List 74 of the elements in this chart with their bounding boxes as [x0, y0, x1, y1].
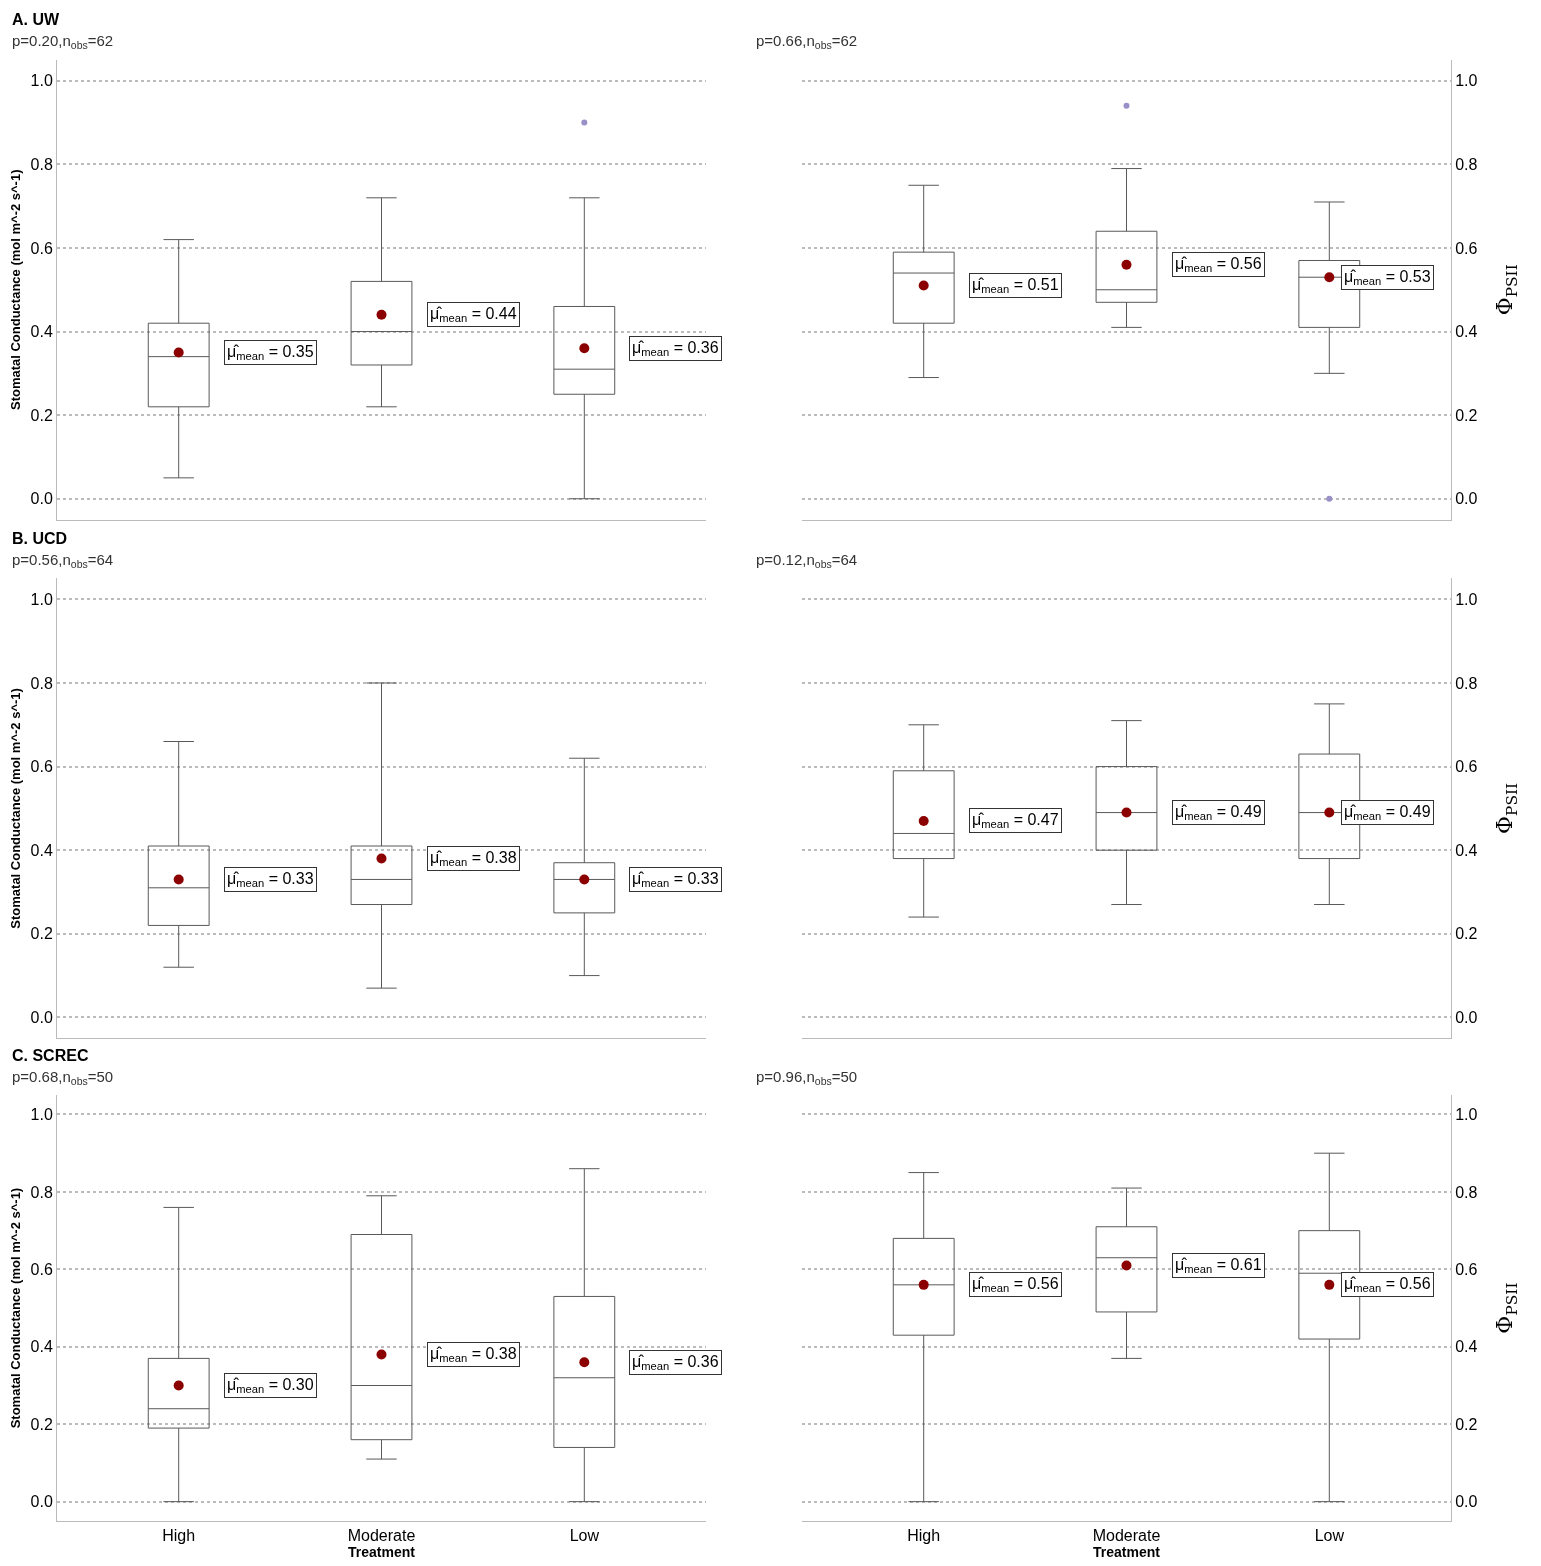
- annotation: μ̂$_{mean}$ = 0.30: [227, 1376, 314, 1396]
- chart-title: A. UW: [12, 11, 60, 28]
- x-tick-label: Moderate: [1092, 1527, 1161, 1545]
- y-tick-label: 0.6: [30, 758, 53, 776]
- y-tick-label: 1.0: [30, 1106, 53, 1124]
- annotation: μ̂$_{mean}$ = 0.47: [972, 811, 1059, 831]
- annotation: μ̂$_{mean}$ = 0.53: [1344, 268, 1431, 288]
- y2-tick-label: 0.8: [1455, 1183, 1478, 1201]
- y2-tick-label: 0.8: [1455, 674, 1478, 692]
- y-tick-label: 0.6: [30, 1260, 53, 1278]
- y-tick-label: 0.6: [30, 239, 53, 257]
- y2-tick-label: 0.0: [1455, 490, 1478, 508]
- annotation: μ̂$_{mean}$ = 0.56: [972, 1275, 1059, 1295]
- annotation: μ̂$_{mean}$ = 0.36: [632, 339, 719, 359]
- annotation: μ̂$_{mean}$ = 0.38: [430, 1345, 517, 1365]
- annotation: μ̂$_{mean}$ = 0.56: [1344, 1275, 1431, 1295]
- x-tick-label: High: [162, 1527, 196, 1545]
- y2-tick-label: 0.6: [1455, 239, 1478, 257]
- annotation: μ̂$_{mean}$ = 0.49: [1175, 803, 1262, 823]
- chart-subtitle: p=0.68,n$_{obs}$=50: [12, 1068, 114, 1088]
- annotation: μ̂$_{mean}$ = 0.51: [972, 276, 1059, 296]
- y2-tick-label: 0.2: [1455, 1415, 1478, 1433]
- chart-subtitle: p=0.96,n$_{obs}$=50: [756, 1068, 858, 1088]
- y-tick-label: 0.4: [30, 323, 53, 341]
- x-tick-label: High: [907, 1527, 941, 1545]
- chart-subtitle: p=0.66,n$_{obs}$=62: [756, 32, 858, 52]
- y-tick-label: 1.0: [30, 72, 53, 90]
- y-tick-label: 0.8: [30, 155, 53, 173]
- y-tick-label: 0.0: [30, 490, 53, 508]
- chart-subtitle: p=0.12,n$_{obs}$=64: [756, 551, 858, 571]
- annotation: μ̂$_{mean}$ = 0.33: [632, 870, 719, 890]
- y2-tick-label: 1.0: [1455, 591, 1478, 608]
- y-axis-title: Stomatal Conductance (mol m^-2 s^-1): [8, 688, 24, 929]
- annotation: μ̂$_{mean}$ = 0.49: [1344, 803, 1431, 823]
- y2-tick-label: 1.0: [1455, 72, 1478, 90]
- x-tick-label: Low: [1314, 1527, 1345, 1545]
- y-axis-title: Stomatal Conductance (mol m^-2 s^-1): [8, 1187, 24, 1429]
- y-tick-label: 0.2: [30, 1415, 53, 1433]
- y-tick-label: 0.4: [30, 1338, 53, 1356]
- y2-tick-label: 0.2: [1455, 406, 1478, 424]
- y-tick-label: 0.8: [30, 1183, 53, 1201]
- chart-title: B. UCD: [12, 530, 68, 547]
- annotation: μ̂$_{mean}$ = 0.61: [1175, 1256, 1262, 1276]
- chart-title: C. SCREC: [12, 1047, 89, 1064]
- x-tick-label: Moderate: [347, 1527, 416, 1545]
- chart-subtitle: p=0.56,n$_{obs}$=64: [12, 551, 114, 571]
- x-axis-title: Treatment: [1093, 1544, 1161, 1561]
- y2-tick-label: 0.4: [1455, 841, 1478, 859]
- y2-tick-label: 0.4: [1455, 1338, 1478, 1356]
- x-axis-title: Treatment: [348, 1544, 416, 1561]
- y-tick-label: 0.4: [30, 841, 53, 859]
- y-axis-title: Stomatal Conductance (mol m^-2 s^-1): [8, 169, 24, 411]
- annotation: μ̂$_{mean}$ = 0.44: [430, 305, 517, 325]
- x-tick-label: Low: [569, 1527, 600, 1545]
- y-tick-label: 0.8: [30, 674, 53, 692]
- y2-tick-label: 0.6: [1455, 758, 1478, 776]
- y2-tick-label: 1.0: [1455, 1106, 1478, 1124]
- annotation: μ̂$_{mean}$ = 0.35: [227, 343, 314, 363]
- y-tick-label: 0.2: [30, 925, 53, 943]
- chart-subtitle: p=0.20,n$_{obs}$=62: [12, 32, 114, 52]
- annotation: μ̂$_{mean}$ = 0.36: [632, 1353, 719, 1373]
- y-tick-label: 0.0: [30, 1008, 53, 1026]
- y2-tick-label: 0.8: [1455, 155, 1478, 173]
- annotation: μ̂$_{mean}$ = 0.56: [1175, 255, 1262, 275]
- y2-tick-label: 0.0: [1455, 1493, 1478, 1511]
- y-tick-label: 0.0: [30, 1493, 53, 1511]
- y2-tick-label: 0.4: [1455, 323, 1478, 341]
- y2-tick-label: 0.0: [1455, 1008, 1478, 1026]
- y-tick-label: 1.0: [30, 591, 53, 608]
- y2-tick-label: 0.6: [1455, 1260, 1478, 1278]
- y-tick-label: 0.2: [30, 406, 53, 424]
- annotation: μ̂$_{mean}$ = 0.38: [430, 849, 517, 869]
- y2-tick-label: 0.2: [1455, 925, 1478, 943]
- annotation: μ̂$_{mean}$ = 0.33: [227, 870, 314, 890]
